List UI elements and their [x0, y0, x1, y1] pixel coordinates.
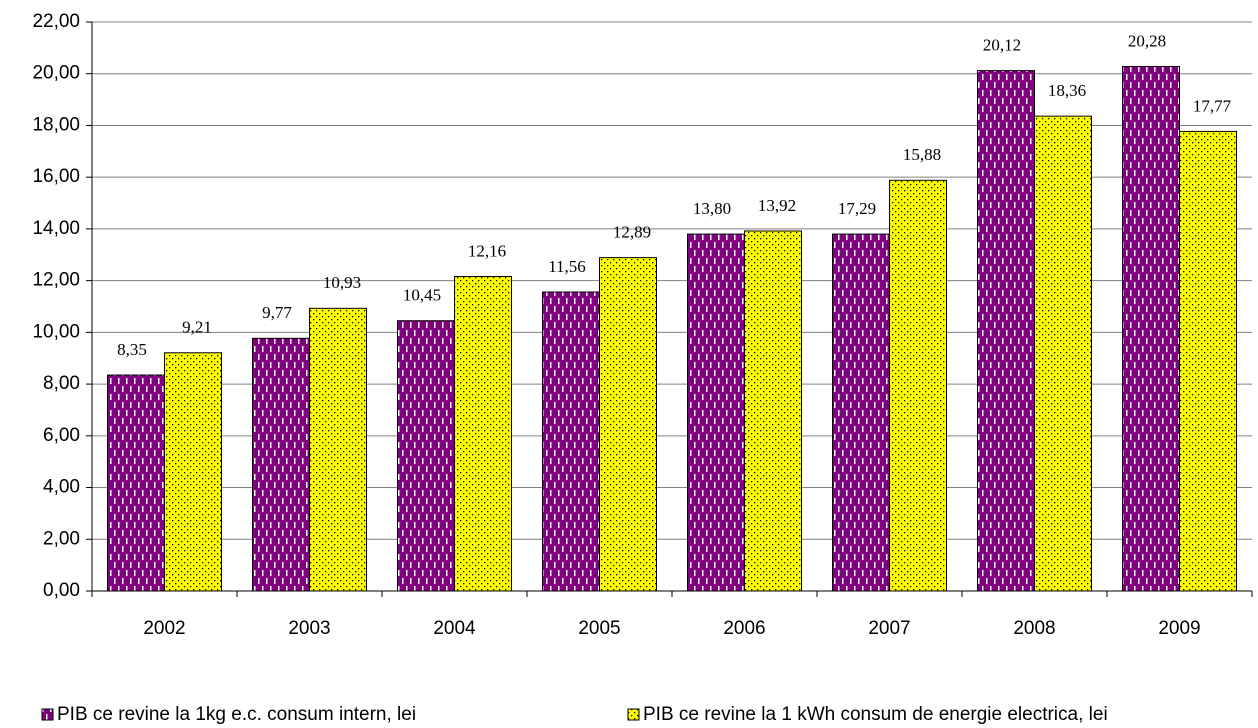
legend-swatch: [627, 708, 640, 721]
value-label: 12,89: [613, 223, 651, 242]
bar: [599, 257, 657, 592]
bar: [252, 337, 310, 592]
legend-label: PIB ce revine la 1kg e.c. consum intern,…: [57, 704, 416, 725]
y-tick-label: 8,00: [43, 373, 80, 394]
y-tick-label: 4,00: [43, 477, 80, 498]
value-label: 11,56: [548, 257, 586, 276]
y-tick-label: 6,00: [43, 425, 80, 446]
y-tick-label: 12,00: [32, 270, 80, 291]
value-label: 17,77: [1193, 96, 1232, 115]
value-label: 17,29: [838, 199, 876, 218]
value-label: 10,93: [323, 273, 361, 292]
value-label: 8,35: [117, 340, 147, 359]
bar: [889, 179, 947, 592]
bar: [397, 320, 455, 592]
legend-swatch: [41, 708, 54, 721]
value-label: 20,12: [983, 36, 1021, 55]
bar: [744, 230, 802, 592]
x-tick-label: 2007: [868, 618, 910, 639]
y-tick-label: 10,00: [32, 321, 80, 342]
y-tick-label: 20,00: [32, 63, 80, 84]
legend-label: PIB ce revine la 1 kWh consum de energie…: [643, 704, 1108, 725]
value-label: 9,77: [262, 303, 292, 322]
value-label: 20,28: [1128, 31, 1166, 50]
bar: [542, 291, 600, 592]
bar: [1179, 130, 1237, 592]
value-label: 18,36: [1048, 81, 1086, 100]
y-tick-label: 14,00: [32, 218, 80, 239]
x-tick-label: 2005: [578, 618, 620, 639]
y-tick-label: 22,00: [32, 11, 80, 32]
y-tick-label: 18,00: [32, 114, 80, 135]
bar: [164, 352, 222, 592]
bar: [1034, 115, 1092, 592]
y-tick-label: 0,00: [43, 580, 80, 601]
value-label: 12,16: [468, 241, 506, 260]
x-tick-label: 2009: [1158, 618, 1200, 639]
bar: [1122, 65, 1180, 592]
bar: [832, 233, 890, 592]
bar: [977, 70, 1035, 592]
bar: [107, 374, 165, 592]
value-label: 15,88: [903, 145, 941, 164]
x-tick-label: 2008: [1013, 618, 1055, 639]
x-tick-label: 2002: [143, 618, 185, 639]
value-label: 13,92: [758, 196, 796, 215]
bar: [454, 275, 512, 592]
x-tick-label: 2006: [723, 618, 765, 639]
value-label: 9,21: [182, 318, 212, 337]
y-tick-label: 2,00: [43, 528, 80, 549]
bar: [687, 233, 745, 592]
value-label: 10,45: [403, 286, 441, 305]
y-tick-label: 16,00: [32, 166, 80, 187]
bar: [309, 307, 367, 592]
value-label: 13,80: [693, 199, 731, 218]
x-tick-label: 2003: [288, 618, 330, 639]
x-tick-label: 2004: [433, 618, 476, 639]
